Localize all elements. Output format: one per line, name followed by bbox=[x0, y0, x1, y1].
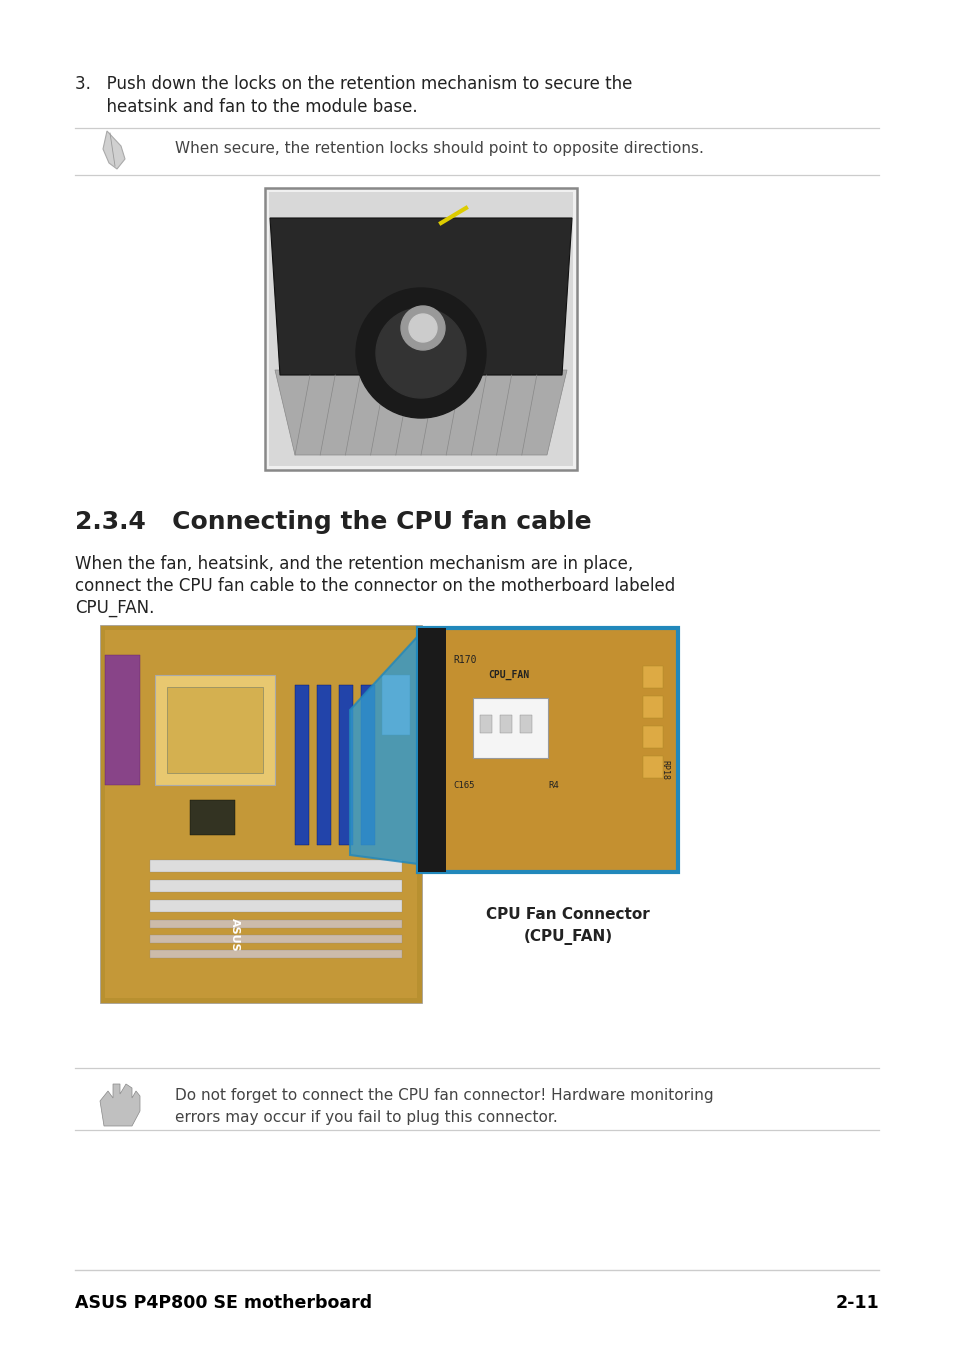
Bar bbox=[150, 900, 401, 912]
Text: errors may occur if you fail to plug this connector.: errors may occur if you fail to plug thi… bbox=[174, 1111, 558, 1125]
Bar bbox=[150, 880, 401, 892]
Bar bbox=[473, 698, 547, 758]
Bar bbox=[167, 688, 263, 773]
Bar bbox=[100, 626, 421, 1002]
Polygon shape bbox=[350, 636, 417, 865]
Polygon shape bbox=[274, 370, 566, 455]
Bar bbox=[417, 628, 678, 871]
Text: 3.   Push down the locks on the retention mechanism to secure the: 3. Push down the locks on the retention … bbox=[75, 76, 632, 93]
Text: CPU_FAN.: CPU_FAN. bbox=[75, 598, 154, 617]
Text: connect the CPU fan cable to the connector on the motherboard labeled: connect the CPU fan cable to the connect… bbox=[75, 577, 675, 594]
Bar bbox=[150, 935, 401, 943]
Circle shape bbox=[375, 308, 465, 399]
Bar bbox=[642, 696, 662, 717]
Bar bbox=[269, 192, 573, 466]
Bar bbox=[294, 685, 309, 844]
Text: 2.3.4   Connecting the CPU fan cable: 2.3.4 Connecting the CPU fan cable bbox=[75, 509, 591, 534]
Circle shape bbox=[400, 305, 444, 350]
Bar bbox=[642, 757, 662, 778]
Text: ASUS P4P800 SE motherboard: ASUS P4P800 SE motherboard bbox=[75, 1294, 372, 1312]
Bar bbox=[499, 715, 512, 734]
Bar bbox=[150, 950, 401, 958]
Bar bbox=[150, 861, 401, 871]
Bar bbox=[154, 676, 274, 785]
Bar bbox=[642, 725, 662, 748]
Bar bbox=[265, 188, 577, 470]
Bar bbox=[105, 630, 416, 998]
Text: (CPU_FAN): (CPU_FAN) bbox=[523, 929, 612, 944]
Circle shape bbox=[409, 313, 436, 342]
Text: heatsink and fan to the module base.: heatsink and fan to the module base. bbox=[75, 99, 417, 116]
Bar bbox=[642, 666, 662, 688]
Text: ASUS: ASUS bbox=[230, 919, 240, 952]
Text: C165: C165 bbox=[453, 781, 474, 790]
Text: When the fan, heatsink, and the retention mechanism are in place,: When the fan, heatsink, and the retentio… bbox=[75, 555, 633, 573]
Bar bbox=[190, 800, 234, 835]
Text: R4: R4 bbox=[547, 781, 558, 790]
Polygon shape bbox=[270, 218, 572, 376]
Bar bbox=[150, 920, 401, 928]
Text: CPU_FAN: CPU_FAN bbox=[488, 670, 529, 680]
Text: R170: R170 bbox=[453, 655, 476, 665]
Bar bbox=[338, 685, 353, 844]
Text: RP18: RP18 bbox=[659, 761, 668, 780]
Bar bbox=[519, 715, 532, 734]
Bar bbox=[381, 676, 410, 735]
Polygon shape bbox=[103, 131, 125, 169]
Text: When secure, the retention locks should point to opposite directions.: When secure, the retention locks should … bbox=[174, 141, 703, 155]
Text: Do not forget to connect the CPU fan connector! Hardware monitoring: Do not forget to connect the CPU fan con… bbox=[174, 1088, 713, 1102]
Text: CPU Fan Connector: CPU Fan Connector bbox=[486, 907, 649, 921]
Bar bbox=[417, 628, 446, 871]
Polygon shape bbox=[100, 1084, 140, 1125]
Bar bbox=[105, 655, 140, 785]
Bar bbox=[360, 685, 375, 844]
Circle shape bbox=[355, 288, 485, 417]
Bar bbox=[479, 715, 492, 734]
Bar bbox=[316, 685, 331, 844]
Text: 2-11: 2-11 bbox=[835, 1294, 878, 1312]
